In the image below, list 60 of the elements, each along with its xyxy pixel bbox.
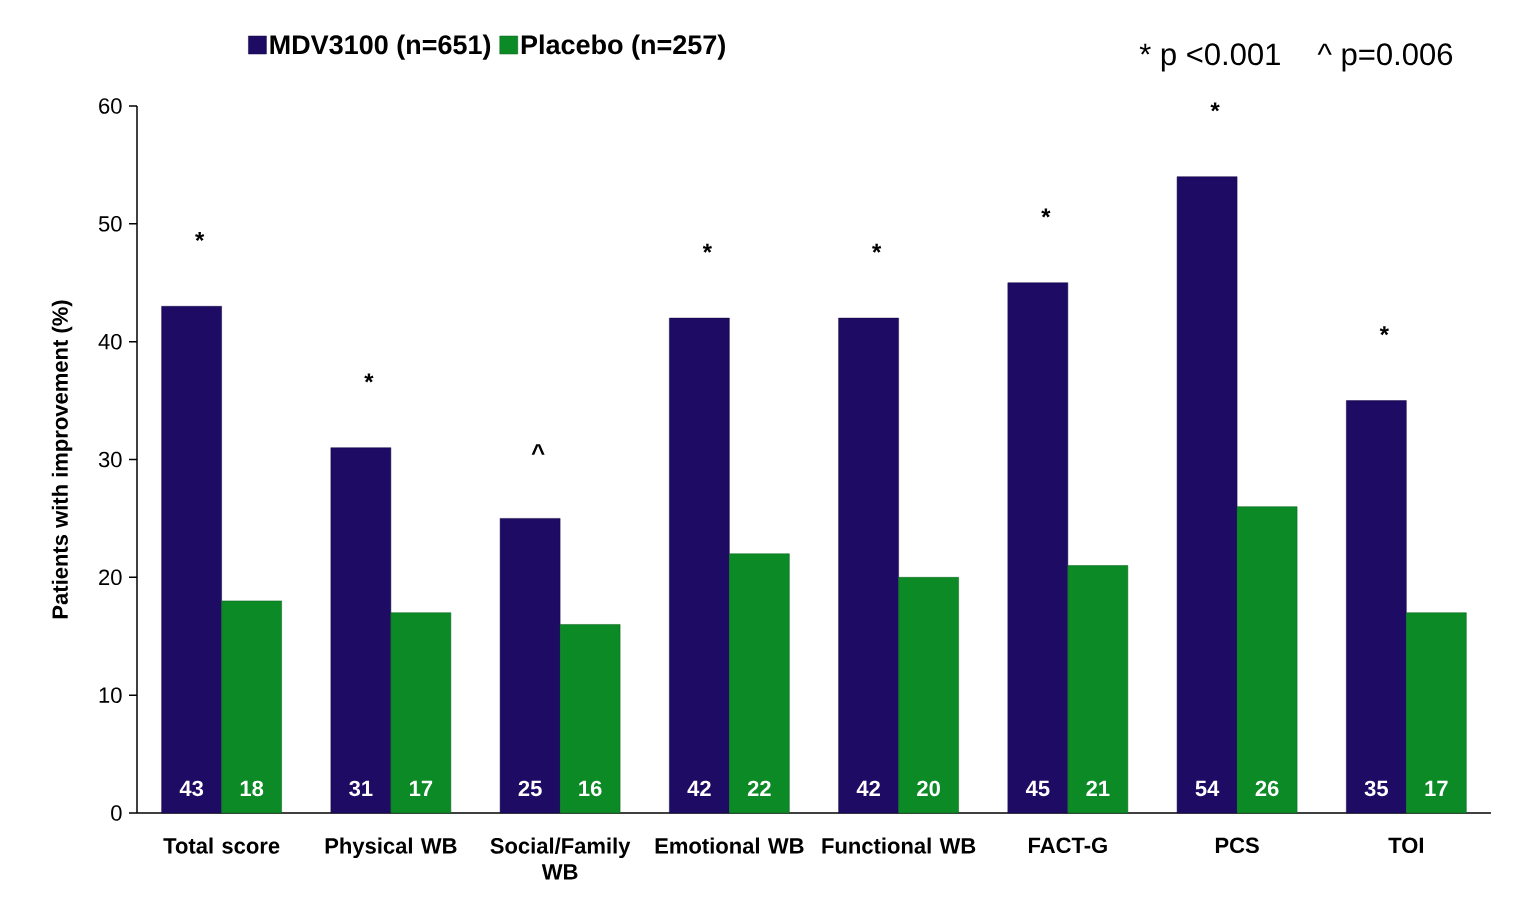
bar	[898, 577, 959, 814]
annotation: *	[872, 243, 882, 253]
bar	[1067, 565, 1129, 814]
annotation: *	[364, 373, 374, 383]
x-tick-label: Emotional WB	[655, 837, 804, 854]
data-label: 17	[1425, 780, 1448, 796]
data-label: 42	[856, 780, 880, 796]
data-label: 42	[687, 780, 711, 796]
data-label: 31	[349, 780, 373, 797]
y-tick-label: 10	[99, 687, 122, 703]
data-label: 54	[1195, 780, 1220, 797]
annotation: *	[702, 243, 712, 253]
bar	[559, 624, 621, 814]
bar	[1007, 282, 1069, 814]
data-label: 17	[410, 780, 433, 796]
annotation: *	[1041, 208, 1051, 218]
data-label: 21	[1086, 780, 1110, 796]
data-label: 22	[747, 780, 771, 796]
y-tick-label: 0	[111, 805, 122, 821]
data-label: 45	[1025, 780, 1050, 797]
text: ^ p=0.006	[1317, 43, 1453, 72]
bar	[1406, 612, 1467, 814]
x-tick-label: FACT-G	[1028, 837, 1107, 854]
y-tick-label: 50	[98, 216, 122, 232]
bar	[390, 612, 452, 814]
bar	[1176, 176, 1238, 814]
y-axis-title: Patients with improvement (%)	[51, 300, 73, 619]
data-label: 43	[179, 780, 204, 797]
data-label: 18	[240, 780, 264, 797]
bar	[161, 306, 222, 814]
x-tick-label: PCS	[1215, 837, 1259, 854]
bar	[1346, 400, 1407, 814]
annotation: *	[1210, 102, 1220, 112]
legend-label: MDV3100 (n=651)	[270, 34, 491, 60]
data-label: 16	[579, 780, 602, 797]
data-label: 20	[917, 780, 940, 797]
annotation: ^	[531, 444, 545, 455]
data-label: 35	[1364, 780, 1388, 797]
bar	[221, 600, 282, 814]
data-label: 25	[518, 780, 542, 797]
bar	[838, 317, 899, 814]
bar	[499, 518, 561, 814]
bar	[1236, 506, 1298, 814]
bar	[330, 447, 392, 814]
x-tick-label: TOI	[1388, 837, 1423, 854]
y-tick-label: 40	[98, 333, 122, 350]
x-tick-label: Physical WB	[325, 837, 457, 859]
y-tick-label: 60	[99, 98, 122, 114]
y-tick-label: 30	[98, 451, 122, 468]
annotation: *	[195, 232, 205, 241]
bar	[669, 317, 730, 814]
x-tick-label: Total score	[163, 837, 280, 854]
bar	[729, 553, 790, 814]
data-label: 26	[1255, 780, 1279, 797]
legend-label: Placebo (n=257)	[521, 34, 725, 60]
annotation: *	[1379, 326, 1389, 336]
x-tick-label: Social/Family WB	[490, 837, 631, 880]
x-tick-label: Functional WB	[822, 837, 976, 854]
text: * p <0.001	[1139, 43, 1280, 72]
y-tick-label: 20	[99, 569, 122, 586]
